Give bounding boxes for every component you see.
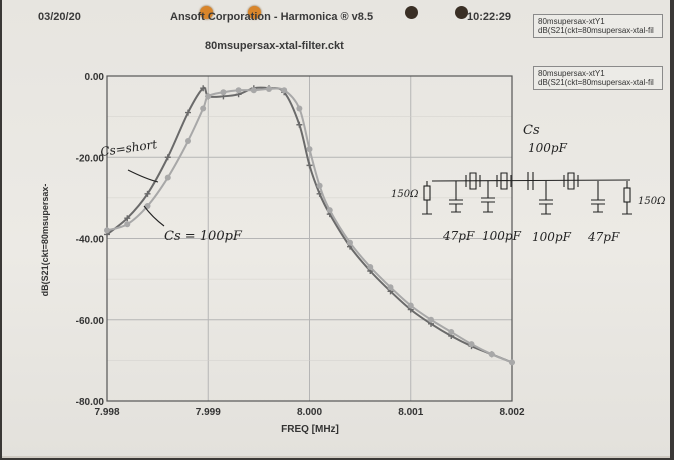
legend-box-1: 80msupersax-xtY1 dB(S21(ckt=80msupersax-… <box>533 14 663 38</box>
header-title: Ansoft Corporation - Harmonica ® v8.5 <box>170 11 374 23</box>
data-point-cs-100pf <box>266 86 272 92</box>
data-point-cs-short <box>124 215 131 222</box>
schematic-r-right: 150Ω <box>638 196 665 207</box>
y-tick-label: -60.00 <box>76 316 105 327</box>
data-point-cs-short <box>306 162 313 169</box>
x-tick-label: 7.998 <box>94 407 119 418</box>
data-point-cs-short <box>200 85 207 92</box>
legend-1-line-1: 80msupersax-xtY1 <box>538 17 605 26</box>
data-point-cs-100pf <box>296 105 303 112</box>
legend-1-line-2: dB(S21(ckt=80msupersax-xtal-fil <box>538 26 654 35</box>
punch-hole-dark-2 <box>455 6 468 19</box>
punch-hole-orange-2 <box>248 6 261 19</box>
legend-box-2: 80msupersax-xtY1 dB(S21(ckt=80msupersax-… <box>533 66 663 90</box>
schematic-cap-label-4: 47pF <box>587 230 620 244</box>
chart-subtitle: 80msupersax-xtal-filter.ckt <box>205 40 344 52</box>
schematic-cap-label-3: 100pF <box>532 230 572 244</box>
schematic-cap-2 <box>481 181 495 213</box>
chart-series <box>104 85 515 366</box>
punch-hole-dark-1 <box>405 6 418 19</box>
y-axis-label: dB(S21(ckt=80msupersax- <box>40 184 50 297</box>
schematic-resistor-right <box>623 187 631 203</box>
schematic-series-cap <box>527 172 534 190</box>
data-point-cs-100pf <box>104 227 110 234</box>
x-tick-label: 8.000 <box>297 407 322 418</box>
x-tick-label: 8.002 <box>499 407 524 418</box>
schematic-cs-value: 100pF <box>528 141 568 155</box>
data-point-cs-short <box>144 190 151 197</box>
data-point-cs-100pf <box>468 341 475 348</box>
data-point-cs-100pf <box>124 221 131 228</box>
data-point-cs-100pf <box>407 302 414 309</box>
punch-hole-orange-1 <box>200 6 213 19</box>
data-point-cs-100pf <box>387 284 394 291</box>
schematic-crystal-3 <box>563 172 579 190</box>
schematic-r-left: 150Ω <box>391 189 418 200</box>
data-point-cs-100pf <box>509 359 515 366</box>
data-point-cs-100pf <box>428 316 434 323</box>
annotation-arrow-100pf <box>143 205 165 227</box>
annotation-cs-100pf: Cs = 100pF <box>164 229 243 244</box>
data-point-cs-100pf <box>367 263 374 270</box>
x-tick-label: 7.999 <box>196 407 221 418</box>
header-time: 10:22:29 <box>467 11 512 23</box>
annotation-cs-short: Cs=short <box>99 137 158 159</box>
data-point-cs-100pf <box>185 138 191 144</box>
data-point-cs-100pf <box>205 93 212 100</box>
schematic-cap-4 <box>591 181 605 213</box>
schematic-crystal-2 <box>496 172 512 190</box>
schematic-cap-label-1: 47pF <box>442 229 475 243</box>
schematic-main-line <box>431 179 631 182</box>
plot-frame <box>106 75 513 402</box>
data-point-cs-100pf <box>200 105 207 112</box>
schematic-cap-3 <box>539 181 553 215</box>
data-point-cs-100pf <box>316 182 323 189</box>
filter-schematic: Cs 100pF 150Ω 150Ω 47pF 100pF 100pF 47pF <box>391 123 665 244</box>
x-axis-label: FREQ [MHz] <box>281 424 339 435</box>
y-tick-label: 0.00 <box>85 72 105 83</box>
x-tick-label: 8.001 <box>398 407 423 418</box>
data-point-cs-100pf <box>306 146 313 153</box>
data-point-cs-100pf <box>220 89 227 96</box>
data-point-cs-short <box>296 121 303 128</box>
data-point-cs-100pf <box>164 174 171 181</box>
data-point-cs-100pf <box>281 87 288 94</box>
schematic-cs-label: Cs <box>523 123 540 138</box>
data-point-cs-100pf <box>235 87 242 94</box>
y-tick-label: -20.00 <box>76 153 105 164</box>
data-point-cs-100pf <box>326 207 333 214</box>
schematic-crystal-1 <box>465 172 481 190</box>
data-point-cs-short <box>164 154 171 161</box>
chart-ticks: 7.998 7.999 8.000 8.001 8.002 0.00 -20.00 -40.0… <box>76 72 525 418</box>
data-point-cs-100pf <box>250 87 257 94</box>
schematic-cap-label-2: 100pF <box>482 229 522 243</box>
legend-2-line-1: 80msupersax-xtY1 <box>538 69 605 78</box>
data-point-cs-100pf <box>144 203 151 209</box>
legend-2-line-2: dB(S21(ckt=80msupersax-xtal-fil <box>538 78 654 87</box>
annotation-arrow-short <box>127 169 159 183</box>
data-point-cs-100pf <box>347 239 353 246</box>
data-point-cs-100pf <box>488 351 495 358</box>
schematic-cap-1 <box>449 181 463 213</box>
y-tick-label: -40.00 <box>76 235 105 246</box>
header-date: 03/20/20 <box>38 11 81 23</box>
data-point-cs-short <box>185 109 191 116</box>
data-point-cs-100pf <box>448 328 455 335</box>
y-tick-label: -80.00 <box>76 397 105 408</box>
